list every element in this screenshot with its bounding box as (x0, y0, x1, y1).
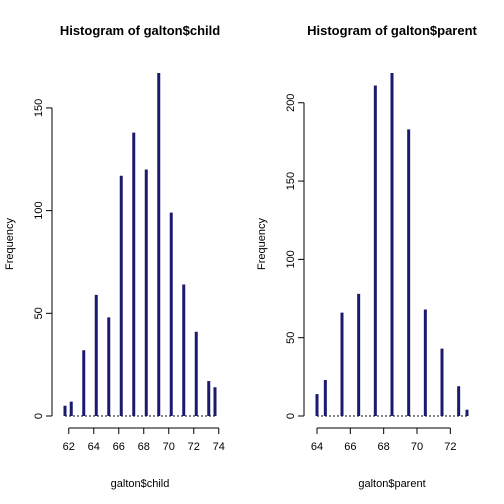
child-histogram-panel: Histogram of galton$child galton$child F… (4, 23, 225, 490)
y-tick-label: 100 (33, 201, 45, 219)
x-tick-label: 70 (411, 441, 423, 453)
y-tick-label: 50 (33, 307, 45, 319)
y-tick-label: 50 (285, 332, 297, 344)
parent-y-axis: 0 50 100 150 200 (285, 94, 305, 419)
child-y-axis-label: Frequency (4, 218, 16, 270)
child-histogram-title: Histogram of galton$child (60, 23, 220, 38)
y-tick-label: 150 (33, 99, 45, 117)
x-tick-label: 62 (63, 441, 75, 453)
x-tick-label: 66 (113, 441, 125, 453)
x-tick-label: 68 (138, 441, 150, 453)
y-tick-label: 150 (285, 172, 297, 190)
child-bars (63, 73, 217, 417)
child-x-axis-label: galton$child (111, 478, 170, 490)
x-tick-label: 64 (311, 441, 323, 453)
parent-histogram-title: Histogram of galton$parent (307, 23, 477, 38)
child-y-axis: 0 50 100 150 (33, 99, 53, 419)
y-tick-label: 100 (285, 250, 297, 268)
x-tick-label: 72 (188, 441, 200, 453)
x-tick-label: 66 (344, 441, 356, 453)
y-tick-label: 0 (285, 413, 297, 419)
parent-bars (315, 73, 469, 417)
parent-histogram-panel: Histogram of galton$parent galton$parent… (256, 23, 478, 490)
x-tick-label: 70 (163, 441, 175, 453)
parent-x-axis-label: galton$parent (358, 478, 425, 490)
x-tick-label: 64 (88, 441, 100, 453)
x-tick-label: 68 (378, 441, 390, 453)
parent-x-axis: 64 66 68 70 72 (311, 427, 456, 453)
x-tick-label: 72 (444, 441, 456, 453)
parent-y-axis-label: Frequency (256, 218, 268, 270)
y-tick-label: 0 (33, 413, 45, 419)
x-tick-label: 74 (213, 441, 225, 453)
child-x-axis: 62 64 66 68 70 72 74 (63, 427, 225, 453)
y-tick-label: 200 (285, 94, 297, 112)
